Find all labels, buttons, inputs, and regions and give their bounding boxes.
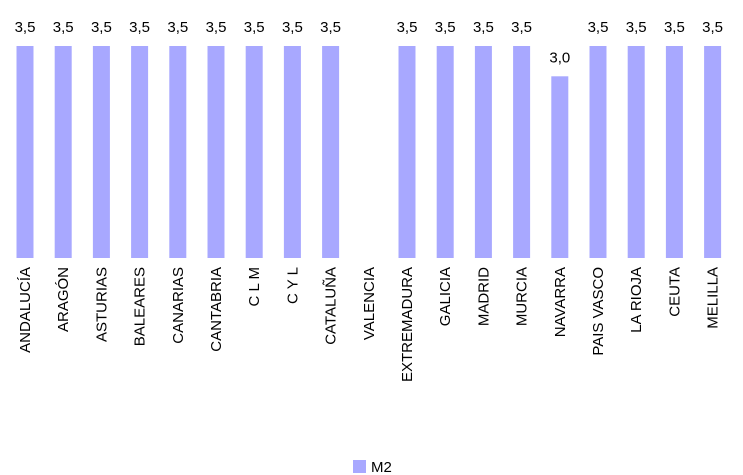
category-label-galicia: GALICIA xyxy=(437,267,454,326)
bar-galicia xyxy=(436,46,454,258)
value-label-canarias: 3,5 xyxy=(167,19,188,36)
value-label-andalucía: 3,5 xyxy=(15,19,36,36)
bar-andalucía xyxy=(16,46,34,258)
category-label-c-y-l: C Y L xyxy=(284,267,301,304)
bar-extremadura xyxy=(398,46,416,258)
value-label-cataluña: 3,5 xyxy=(320,19,341,36)
category-label-madrid: MADRID xyxy=(475,267,492,326)
bar-pais-vasco xyxy=(589,46,607,258)
value-label-cantabria: 3,5 xyxy=(206,19,227,36)
category-label-ceuta: CEUTA xyxy=(666,267,683,317)
bar-baleares xyxy=(131,46,149,258)
legend-label-m2: M2 xyxy=(371,459,392,475)
category-label-c-l-m: C L M xyxy=(246,267,263,306)
value-label-ceuta: 3,5 xyxy=(664,19,685,36)
value-label-extremadura: 3,5 xyxy=(397,19,418,36)
value-label-melilla: 3,5 xyxy=(702,19,723,36)
category-label-extremadura: EXTREMADURA xyxy=(399,267,416,382)
bar-melilla xyxy=(704,46,722,258)
bar-canarias xyxy=(169,46,187,258)
bar-c-l-m xyxy=(245,46,263,258)
bar-asturias xyxy=(92,46,110,258)
bar-madrid xyxy=(474,46,492,258)
category-label-andalucía: ANDALUCÍA xyxy=(17,267,34,353)
bar-la-rioja xyxy=(627,46,645,258)
category-label-aragón: ARAGÓN xyxy=(55,267,72,332)
category-label-asturias: ASTURIAS xyxy=(93,267,110,342)
legend-swatch-m2 xyxy=(353,460,366,473)
bar-ceuta xyxy=(665,46,683,258)
bar-murcia xyxy=(513,46,531,258)
value-label-c-y-l: 3,5 xyxy=(282,19,303,36)
category-label-valencia: VALENCIA xyxy=(361,267,378,340)
value-label-pais-vasco: 3,5 xyxy=(588,19,609,36)
category-label-melilla: MELILLA xyxy=(705,267,722,329)
value-label-c-l-m: 3,5 xyxy=(244,19,265,36)
value-label-madrid: 3,5 xyxy=(473,19,494,36)
value-labels-group: 3,5 3,5 3,5 3,5 3,5 3,5 3,5 3,5 3,5 3,5 3,5 3,5 3,5 3… xyxy=(15,19,723,66)
value-label-asturias: 3,5 xyxy=(91,19,112,36)
category-label-la-rioja: LA RIOJA xyxy=(628,267,645,333)
bar-cataluña xyxy=(322,46,340,258)
value-label-navarra: 3,0 xyxy=(549,49,570,66)
category-label-murcia: MURCIA xyxy=(514,267,531,326)
value-label-aragón: 3,5 xyxy=(53,19,74,36)
category-label-cataluña: CATALUÑA xyxy=(323,267,340,345)
value-label-baleares: 3,5 xyxy=(129,19,150,36)
category-label-navarra: NAVARRA xyxy=(552,267,569,337)
category-label-cantabria: CANTABRIA xyxy=(208,267,225,352)
bar-navarra xyxy=(551,76,569,258)
value-label-la-rioja: 3,5 xyxy=(626,19,647,36)
bar-c-y-l xyxy=(283,46,301,258)
category-labels-group: ANDALUCÍA ARAGÓN ASTURIAS BALEARES CANARIAS C… xyxy=(17,267,722,382)
legend: M2 xyxy=(353,459,392,475)
value-label-murcia: 3,5 xyxy=(511,19,532,36)
bar-aragón xyxy=(54,46,72,258)
category-label-pais-vasco: PAIS VASCO xyxy=(590,267,607,356)
bars-group xyxy=(16,46,722,258)
category-label-baleares: BALEARES xyxy=(132,267,149,346)
bar-cantabria xyxy=(207,46,225,258)
category-label-canarias: CANARIAS xyxy=(170,267,187,344)
value-label-galicia: 3,5 xyxy=(435,19,456,36)
